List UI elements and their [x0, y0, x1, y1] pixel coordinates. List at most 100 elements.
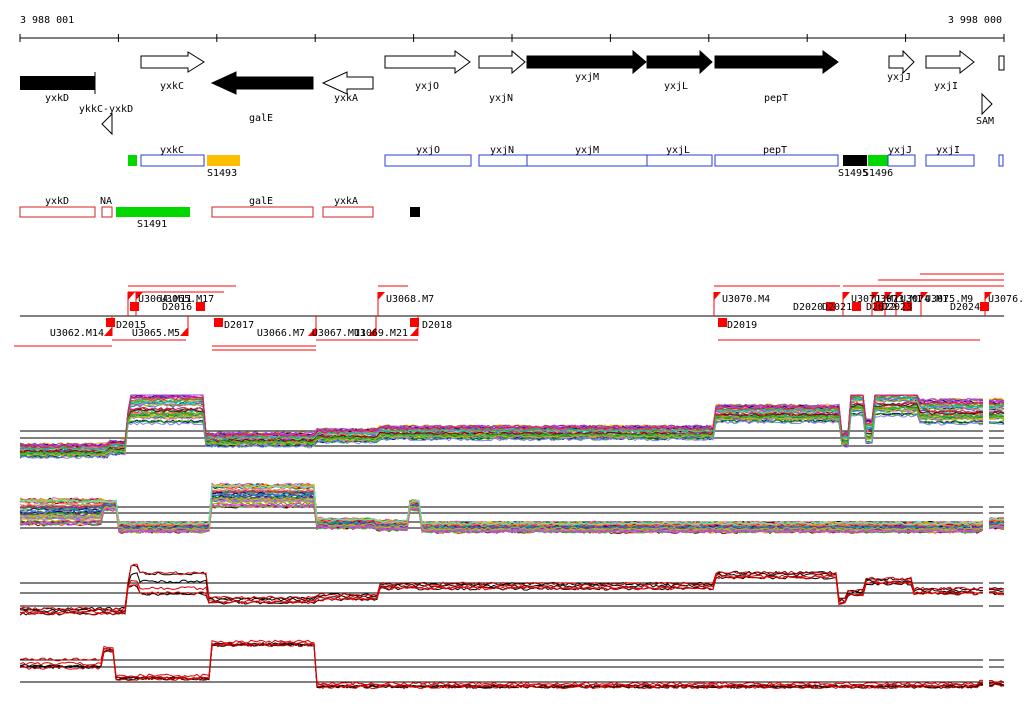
upshift-label: U3070.M4: [722, 294, 770, 305]
downshift-marker[interactable]: [214, 318, 223, 327]
upshift-marker[interactable]: [843, 292, 850, 300]
transcript-yxkD[interactable]: yxkD: [19, 196, 96, 218]
upshift-marker[interactable]: [885, 292, 892, 300]
upshift-marker[interactable]: [985, 292, 992, 300]
downshift-marker[interactable]: [903, 302, 912, 311]
gene-yxjO[interactable]: yxjO: [384, 50, 471, 92]
segment-label: U3069.M21: [354, 328, 408, 339]
gene-yxjJ[interactable]: yxjJ: [887, 49, 915, 83]
transcript-S1495[interactable]: S1495: [838, 155, 868, 179]
expression-reverse-profiles: [19, 480, 1005, 555]
gene-yxkC[interactable]: yxkC: [140, 51, 205, 92]
downshift-marker[interactable]: [718, 318, 727, 327]
transcript-label: NA: [100, 196, 112, 207]
upshift-label: U3064.M11: [138, 294, 192, 305]
upshift-label: U3076.M: [988, 294, 1024, 305]
upshift-marker[interactable]: [896, 292, 903, 300]
transcript-galE[interactable]: galE: [211, 196, 314, 218]
segment-marker[interactable]: [180, 327, 188, 336]
downshift-marker[interactable]: [980, 302, 989, 311]
transcript-yxjM[interactable]: yxjM: [526, 145, 648, 167]
gene-label: yxkA: [334, 93, 358, 104]
transcript-label: yxkD: [45, 196, 69, 207]
transcript-yxkC[interactable]: yxkC: [140, 145, 205, 167]
gene-label: yxkC: [160, 81, 184, 92]
segment-marker[interactable]: [410, 327, 418, 336]
gene-label: ykkC-yxkD: [79, 104, 133, 115]
gene-label: yxjN: [489, 93, 513, 104]
gene-pepT[interactable]: pepT: [714, 50, 839, 104]
upshift-marker[interactable]: [872, 292, 879, 300]
transcript-S1496[interactable]: S1496: [863, 155, 893, 179]
upshift-label: U3065.M17: [160, 294, 214, 305]
downshift-label: D2024: [950, 302, 980, 313]
gene-yxjI[interactable]: yxjI: [925, 49, 975, 92]
transcript-yxjO[interactable]: yxjO: [384, 145, 472, 167]
upshift-label: U3074.M1: [900, 294, 948, 305]
small-green-block[interactable]: [128, 155, 137, 166]
upshift-marker[interactable]: [378, 292, 385, 300]
transcript-NA[interactable]: NA: [100, 196, 113, 218]
transcript-label: yxjM: [575, 145, 599, 156]
transcript-yxjN[interactable]: yxjN: [478, 145, 528, 167]
transcript-label: yxkA: [334, 196, 358, 207]
transcript-yxkA[interactable]: yxkA: [322, 196, 374, 218]
transcript-label: S1491: [137, 219, 167, 230]
downshift-marker[interactable]: [410, 318, 419, 327]
transcript-yxjJ[interactable]: yxjJ: [887, 145, 916, 167]
gene-label: SAM: [976, 116, 994, 127]
expression-forward-summary: [19, 558, 1005, 618]
downshift-marker[interactable]: [196, 302, 205, 311]
downshift-marker[interactable]: [874, 302, 883, 311]
downshift-marker[interactable]: [852, 302, 861, 311]
upshift-marker[interactable]: [714, 292, 721, 300]
reverse-transcript-track: yxkD NA S1491 galE yxkA: [19, 196, 420, 230]
downshift-marker[interactable]: [826, 302, 835, 311]
transcript-pepT[interactable]: pepT: [714, 145, 839, 167]
gene-label: yxjO: [415, 81, 439, 92]
gene-yxjL[interactable]: yxjL: [646, 49, 713, 92]
downshift-label: D2021: [822, 302, 852, 313]
segment-marker[interactable]: [308, 327, 316, 336]
segment-label: U3062.M14: [50, 328, 104, 339]
gene-yxjM[interactable]: yxjM: [526, 49, 647, 83]
black-marker[interactable]: [410, 207, 420, 217]
gene-label: yxkD: [45, 93, 69, 104]
transcript-yxjI[interactable]: yxjI: [925, 145, 975, 167]
gene-galE[interactable]: galE: [210, 71, 314, 124]
transcript-label: galE: [249, 196, 273, 207]
downshift-label: D2020: [793, 302, 823, 313]
gene-SAM[interactable]: SAM: [976, 55, 1005, 127]
transcript-label: pepT: [763, 145, 787, 156]
upshift-marker[interactable]: [921, 292, 928, 300]
transcript-S1491[interactable]: S1491: [116, 207, 190, 230]
transcript-yxjL[interactable]: yxjL: [646, 145, 713, 167]
transcript-S1493[interactable]: S1493: [207, 155, 240, 179]
transcript-label: yxkC: [160, 145, 184, 156]
segment-marker[interactable]: [104, 327, 112, 336]
gene-ykkC-yxkD[interactable]: ykkC-yxkD: [79, 104, 133, 136]
upshift-marker[interactable]: [128, 292, 135, 300]
upshift-marker[interactable]: [136, 292, 143, 300]
downshift-label: D2022: [866, 302, 896, 313]
gene-yxkD[interactable]: yxkD: [20, 72, 96, 104]
transcript-label: yxjJ: [888, 145, 912, 156]
segment-label: U3066.M7: [257, 328, 305, 339]
transcript-label: yxjN: [490, 145, 514, 156]
downshift-marker[interactable]: [130, 302, 139, 311]
gene-yxkA[interactable]: yxkA: [321, 71, 374, 104]
ruler-end-label: 3 998 000: [948, 15, 1002, 26]
gene-label: galE: [249, 113, 273, 124]
downshift-label: D2016: [162, 302, 192, 313]
downshift-label: D2023: [882, 302, 912, 313]
coordinate-ruler: 3 988 001 3 998 000: [19, 15, 1005, 42]
gene-label: pepT: [764, 93, 788, 104]
transcript-label: yxjL: [666, 145, 690, 156]
transcript-label: S1495: [838, 168, 868, 179]
segment-marker[interactable]: [368, 327, 376, 336]
transcript-label: yxjI: [936, 145, 960, 156]
gene-yxjN[interactable]: yxjN: [478, 49, 526, 104]
downshift-marker[interactable]: [106, 318, 115, 327]
downshift-label: D2019: [727, 320, 757, 331]
